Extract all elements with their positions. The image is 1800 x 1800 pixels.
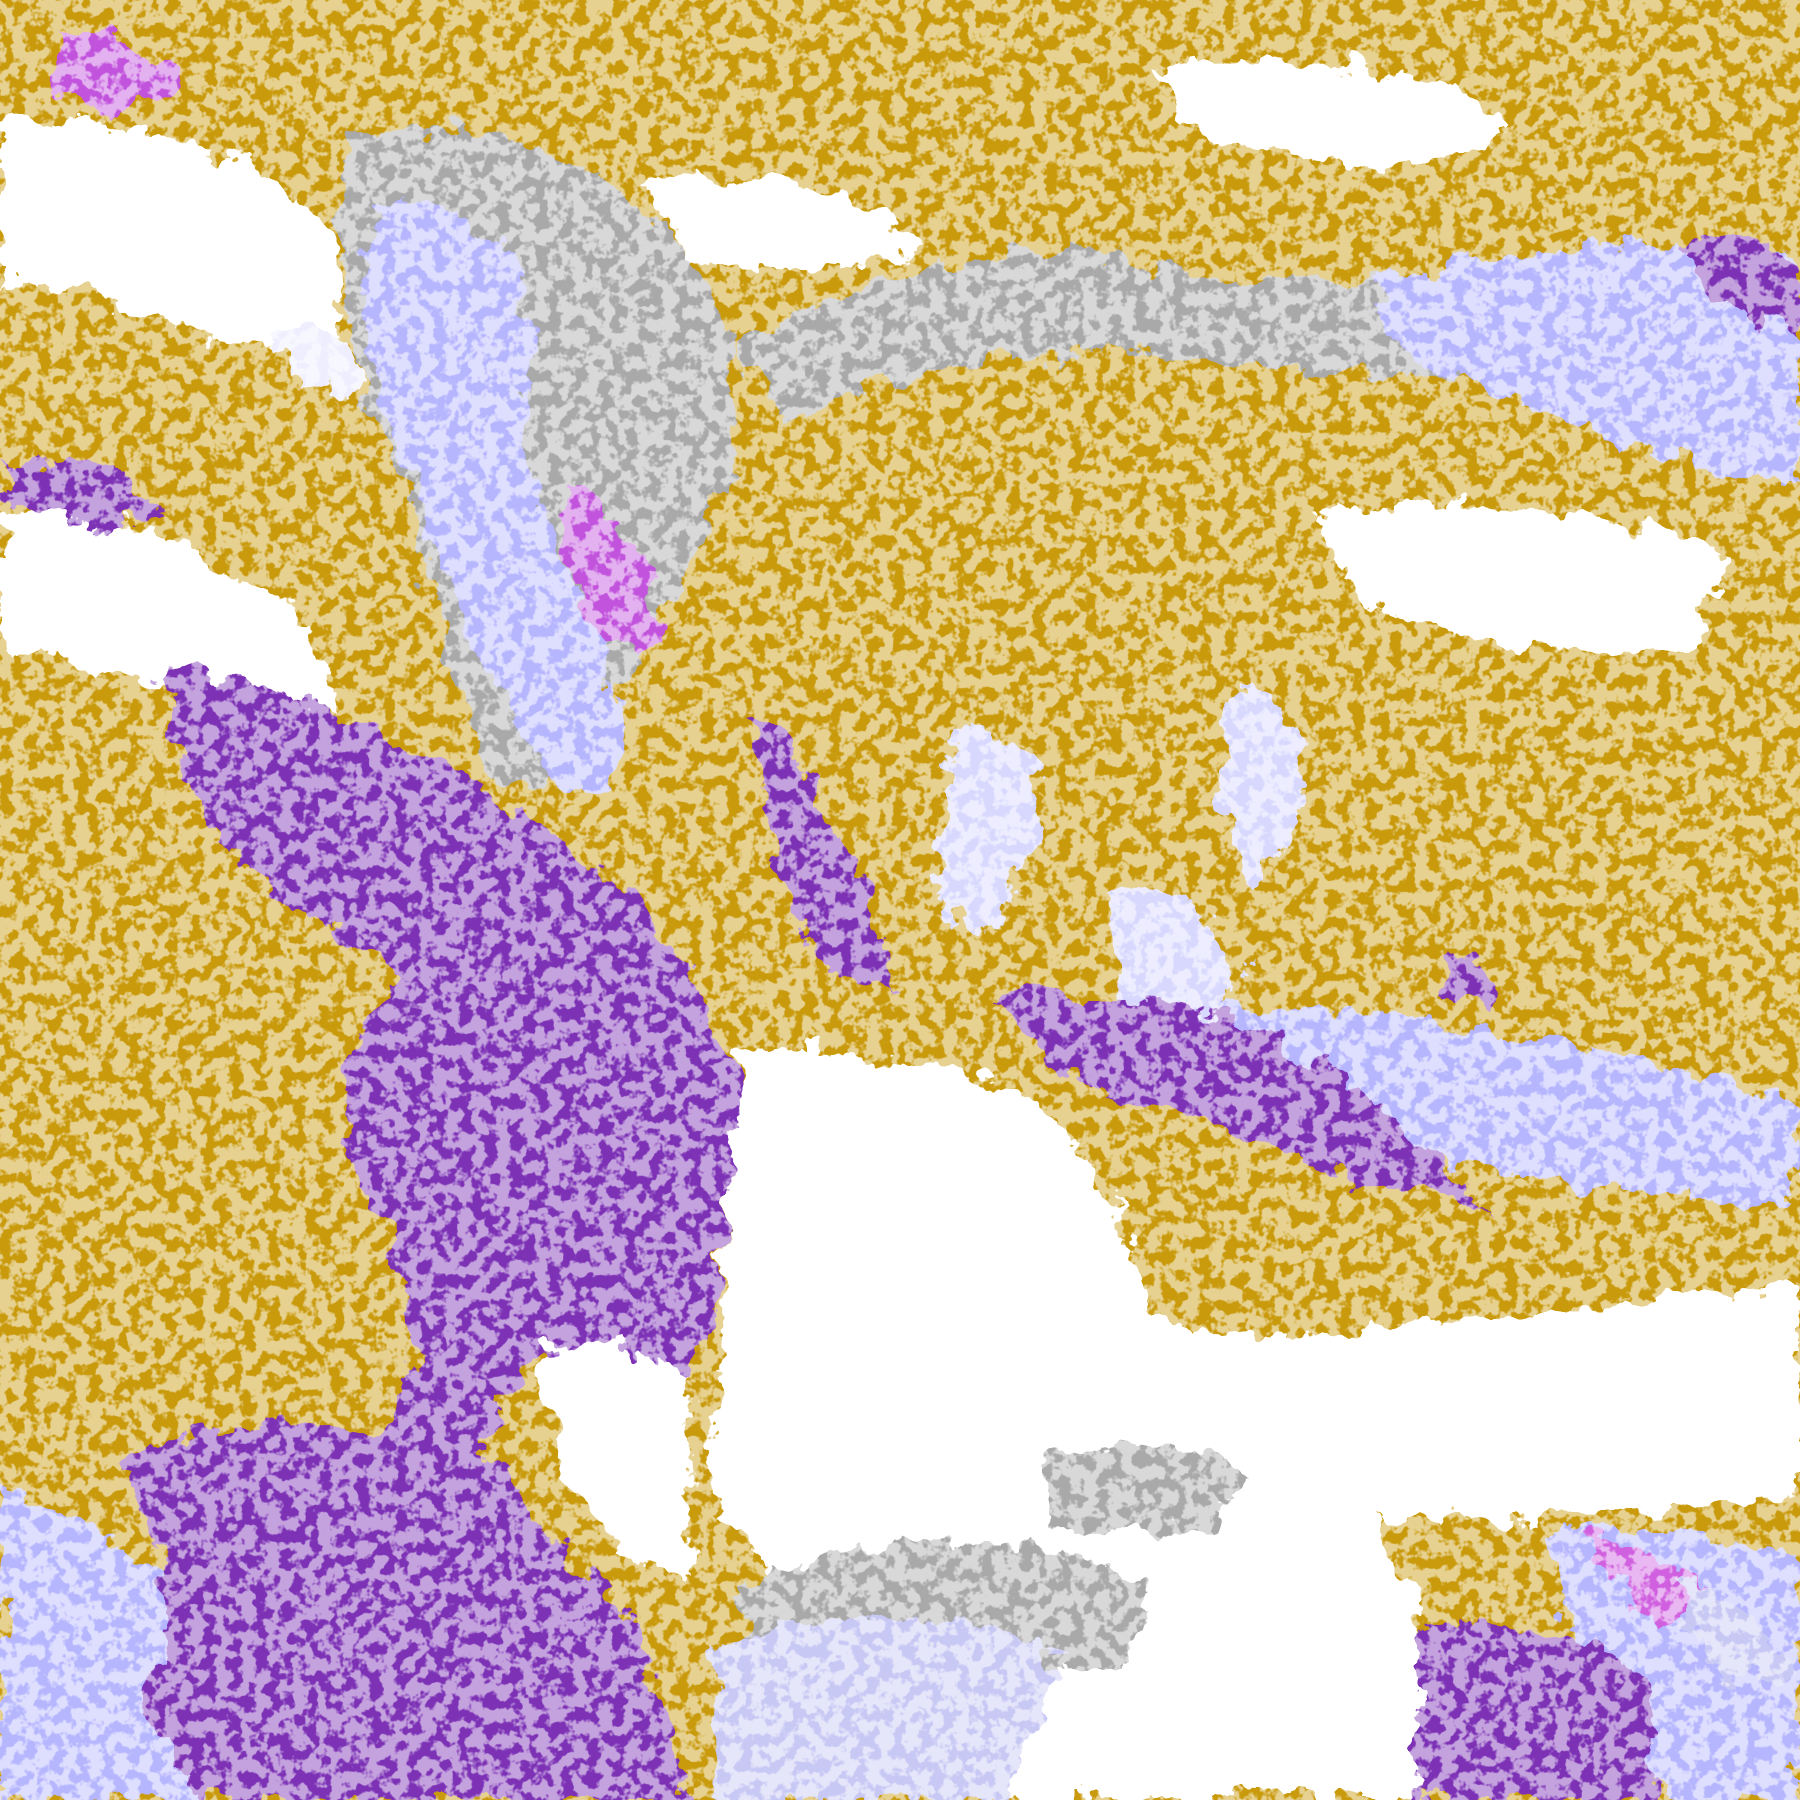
satellite-image (0, 0, 1800, 1800)
page (0, 0, 1800, 1800)
texture (0, 0, 1800, 1800)
